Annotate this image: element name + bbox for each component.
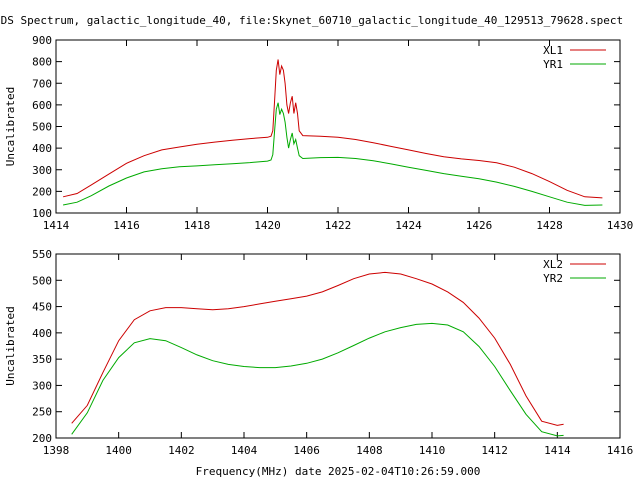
- x-tick-label: 1412: [481, 444, 508, 457]
- x-tick-label: 1406: [293, 444, 320, 457]
- x-tick-label: 1414: [43, 219, 70, 232]
- x-axis-label: Frequency(MHz) date 2025-02-04T10:26:59.…: [196, 465, 481, 478]
- plot-frame: [55, 253, 621, 439]
- figure-title: SDS Spectrum, galactic_longitude_40, fil…: [0, 14, 623, 27]
- y-tick-label: 400: [32, 142, 52, 155]
- x-tick-label: 1408: [356, 444, 383, 457]
- x-tick-label: 1400: [105, 444, 132, 457]
- y-tick-label: 550: [32, 248, 52, 261]
- y-tick-label: 800: [32, 56, 52, 69]
- x-tick-label: 1422: [325, 219, 352, 232]
- x-tick-label: 1426: [466, 219, 493, 232]
- plot-frame: [55, 39, 621, 214]
- y-tick-label: 350: [32, 353, 52, 366]
- y-tick-label: 900: [32, 34, 52, 47]
- bottom-spectrum-plot: 200 250 300 350 400 450 500 550 1398 1400 1402 1404…: [4, 248, 633, 457]
- y-tick-label: 450: [32, 301, 52, 314]
- y-tick-label: 200: [32, 432, 52, 445]
- x-tick-label: 1414: [544, 444, 571, 457]
- x-tick-label: 1404: [231, 444, 258, 457]
- legend-label-YR1: YR1: [543, 58, 563, 71]
- x-tick-label: 1416: [113, 219, 140, 232]
- x-tick-label: 1410: [419, 444, 446, 457]
- y-axis-label: Uncalibrated: [4, 306, 17, 385]
- x-tick-label: 1402: [168, 444, 195, 457]
- x-tick-label: 1398: [43, 444, 70, 457]
- y-tick-label: 700: [32, 77, 52, 90]
- y-tick-label: 250: [32, 406, 52, 419]
- y-tick-label: 300: [32, 379, 52, 392]
- x-tick-label: 1428: [536, 219, 563, 232]
- top-spectrum-plot: 100 200 300 400 500 600 700 800 900 1414 1416 1418 1…: [4, 34, 633, 232]
- series-line-XL2: [71, 271, 564, 426]
- y-axis-label: Uncalibrated: [4, 87, 17, 166]
- legend-label-XL1: XL1: [543, 44, 563, 57]
- y-tick-label: 300: [32, 164, 52, 177]
- series-line-YR1: [63, 102, 603, 206]
- legend-label-YR2: YR2: [543, 272, 563, 285]
- x-tick-label: 1416: [607, 444, 634, 457]
- y-tick-label: 600: [32, 99, 52, 112]
- x-tick-label: 1424: [395, 219, 422, 232]
- y-tick-label: 400: [32, 327, 52, 340]
- x-tick-label: 1418: [184, 219, 211, 232]
- y-tick-label: 500: [32, 274, 52, 287]
- series-line-XL1: [62, 59, 603, 199]
- x-tick-label: 1420: [254, 219, 281, 232]
- series-line-YR2: [71, 322, 564, 437]
- y-tick-label: 200: [32, 185, 52, 198]
- legend-label-XL2: XL2: [543, 258, 563, 271]
- y-tick-label: 500: [32, 121, 52, 134]
- x-tick-label: 1430: [607, 219, 634, 232]
- y-tick-label: 100: [32, 207, 52, 220]
